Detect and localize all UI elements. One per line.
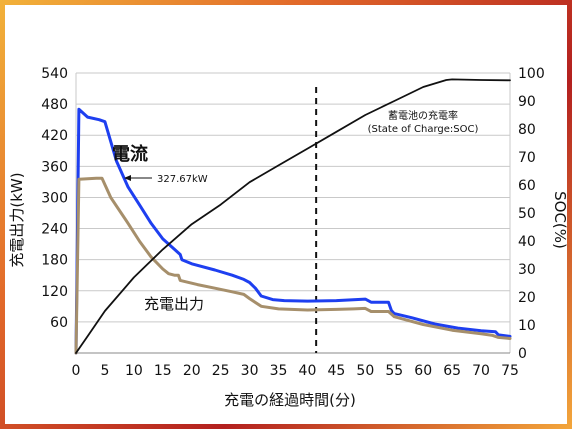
x-tick-label: 70 — [472, 363, 490, 379]
series-line-1 — [74, 176, 512, 355]
peak-power-label: 327.67kW — [157, 174, 208, 185]
y-left-tick-label: 180 — [41, 253, 68, 269]
y-left-axis-title: 充電出力(kW) — [8, 172, 26, 267]
y-right-tick-label: 70 — [518, 150, 536, 166]
x-tick-label: 60 — [414, 363, 432, 379]
y-right-tick-label: 80 — [518, 122, 536, 138]
y-left-tick-label: 120 — [41, 284, 68, 300]
x-tick-label: 10 — [125, 363, 143, 379]
soc-subtitle-label: (State of Charge:SOC) — [368, 124, 479, 135]
x-tick-label: 35 — [270, 363, 288, 379]
x-tick-label: 20 — [183, 363, 201, 379]
y-right-tick-label: 60 — [518, 178, 536, 194]
chart-panel: 60 120 180 240 300 360 420 480 540 0 10 20 30 40 50 60… — [5, 5, 567, 424]
output-label: 充電出力 — [144, 295, 204, 313]
y-right-tick-label: 30 — [518, 262, 536, 278]
y-right-axis-title: SOC(%) — [551, 191, 567, 249]
x-tick-label: 25 — [212, 363, 230, 379]
y-left-tick-label: 360 — [41, 159, 68, 175]
series-line-0 — [74, 107, 512, 355]
x-tick-label: 40 — [299, 363, 317, 379]
y-left-tick-label: 540 — [41, 66, 68, 82]
y-left-tick-label: 60 — [50, 315, 68, 331]
x-axis-ticks: 0 5 10 15 20 25 30 35 40 45 50 55 60 65 70 75 — [72, 363, 519, 379]
x-axis-title: 充電の経過時間(分) — [224, 391, 356, 409]
y-right-tick-label: 90 — [518, 94, 536, 110]
y-right-tick-label: 0 — [518, 346, 527, 362]
left-axis-ticks: 60 120 180 240 300 360 420 480 540 — [41, 66, 68, 331]
current-label: 電流 — [112, 143, 148, 165]
series-lines — [74, 78, 512, 355]
x-tick-label: 65 — [443, 363, 461, 379]
y-left-tick-label: 240 — [41, 222, 68, 238]
x-tick-label: 0 — [72, 363, 81, 379]
grid-lines — [75, 72, 511, 354]
y-right-tick-label: 50 — [518, 206, 536, 222]
y-right-tick-label: 40 — [518, 234, 536, 250]
right-axis-ticks: 0 10 20 30 40 50 60 70 80 90 100 — [518, 66, 545, 362]
x-tick-label: 45 — [327, 363, 345, 379]
x-tick-label: 55 — [385, 363, 403, 379]
peak-arrow-head — [124, 175, 131, 181]
y-right-tick-label: 10 — [518, 318, 536, 334]
y-left-tick-label: 300 — [41, 190, 68, 206]
y-right-tick-label: 100 — [518, 66, 545, 82]
series-line-2 — [75, 78, 511, 354]
x-tick-label: 15 — [154, 363, 172, 379]
x-tick-label: 30 — [241, 363, 259, 379]
y-left-tick-label: 420 — [41, 128, 68, 144]
x-tick-label: 50 — [356, 363, 374, 379]
soc-title-label: 蓄電池の充電率 — [388, 109, 458, 122]
y-right-tick-label: 20 — [518, 290, 536, 306]
x-tick-label: 5 — [100, 363, 109, 379]
y-left-tick-label: 480 — [41, 97, 68, 113]
x-tick-label: 75 — [501, 363, 519, 379]
